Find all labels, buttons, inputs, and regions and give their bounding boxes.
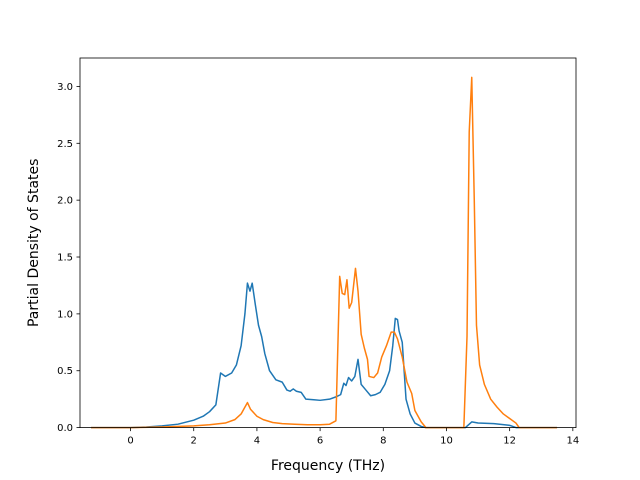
x-tick-label: 12 (503, 436, 516, 447)
x-tick-label: 4 (254, 436, 260, 447)
y-tick-label: 1.0 (57, 309, 73, 320)
y-tick-label: 2.0 (57, 196, 73, 207)
y-axis-label: Partial Density of States (26, 159, 42, 327)
x-tick-label: 10 (440, 436, 453, 447)
plot-frame (79, 57, 577, 429)
y-tick-label: 0.5 (57, 366, 73, 377)
series-line-1 (91, 282, 558, 429)
series-line-2 (91, 76, 558, 429)
x-axis-label: Frequency (THz) (271, 458, 385, 474)
y-tick-label: 2.5 (57, 139, 73, 150)
x-tick-label: 2 (191, 436, 197, 447)
x-axis: 0 2 4 6 8 10 12 14 (127, 427, 579, 447)
y-tick-label: 3.0 (57, 82, 73, 93)
y-tick-label: 0.0 (57, 423, 73, 434)
x-tick-label: 8 (380, 436, 386, 447)
x-tick-label: 14 (566, 436, 579, 447)
y-axis: 0.0 0.5 1.0 1.5 2.0 2.5 3.0 (57, 82, 80, 434)
x-tick-label: 6 (317, 436, 323, 447)
y-tick-label: 1.5 (57, 253, 73, 264)
series-lines (91, 76, 558, 429)
x-tick-label: 0 (127, 436, 133, 447)
